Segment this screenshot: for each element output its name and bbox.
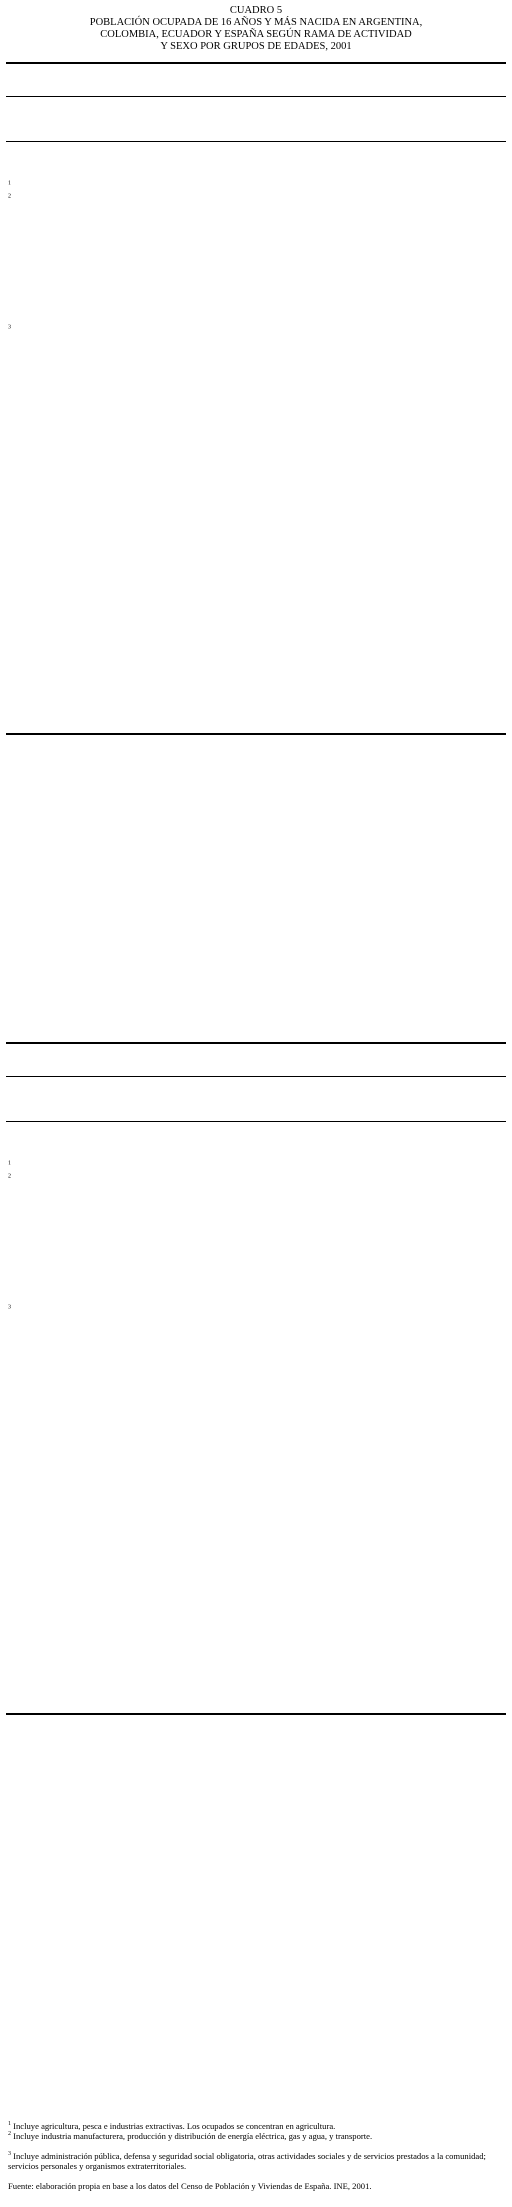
row-label: 1 [8,181,11,192]
table-title-line-3: Y SEXO POR GRUPOS DE EDADES, 2001 [160,41,352,52]
footnote: 1 Incluye agricultura, pesca e industria… [8,2121,504,2132]
footnote-number: 2 [8,2131,11,2138]
table-title-line-2: COLOMBIA, ECUADOR Y ESPAÑA SEGÚN RAMA DE… [100,29,412,40]
footnote-text: Incluye industria manufacturera, producc… [11,2131,373,2141]
footnote-marker: 3 [8,1304,11,1311]
footnote: 3 Incluye administración pública, defens… [8,2151,504,2171]
table-bottom-rule [6,733,506,735]
footnote-marker: 3 [8,324,11,331]
footnote-marker: 1 [8,180,11,187]
cuadro-number: CUADRO 5 [229,5,283,16]
row-label: 3 [8,1305,11,1316]
row-label: 1 [8,1161,11,1172]
footnote-marker: 2 [8,193,11,200]
footnote-number: 1 [8,2121,11,2128]
table-top-rule [6,62,506,64]
row-label: 3 [8,325,11,336]
footnote-text: Incluye administración pública, defensa … [8,2151,486,2171]
row-label: 2 [8,194,11,205]
table-title-line-1: POBLACIÓN OCUPADA DE 16 AÑOS Y MÁS NACID… [89,17,423,28]
source-note: Fuente: elaboración propia en base a los… [8,2181,372,2191]
footnote-marker: 2 [8,1173,11,1180]
footnote: 2 Incluye industria manufacturera, produ… [8,2131,504,2142]
table-top-rule [6,1042,506,1044]
header-bottom-rule [6,1121,506,1122]
footnote-number: 3 [8,2151,11,2158]
country-underline [6,96,506,97]
row-label: 2 [8,1174,11,1185]
footnote-text: Incluye agricultura, pesca e industrias … [11,2121,336,2131]
table-bottom-rule [6,1713,506,1715]
footnote-marker: 1 [8,1160,11,1167]
country-underline [6,1076,506,1077]
header-bottom-rule [6,141,506,142]
